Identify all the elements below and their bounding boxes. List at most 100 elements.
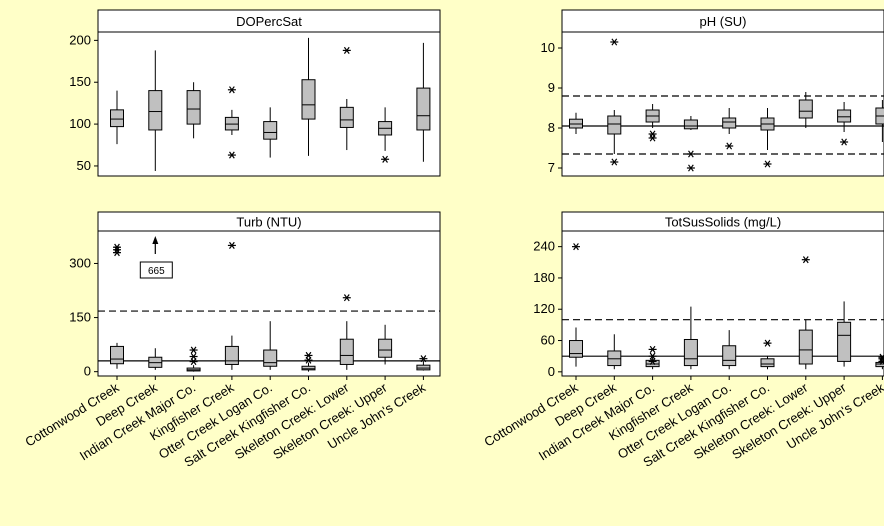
box-4 <box>224 241 239 370</box>
outlier-point <box>227 151 236 159</box>
y-tick-label: 200 <box>69 32 91 47</box>
y-tick-label: 8 <box>548 120 555 135</box>
panel-title: Turb (NTU) <box>236 215 301 230</box>
box-7 <box>339 46 354 151</box>
y-tick-label: 60 <box>541 333 555 348</box>
panel-title: pH (SU) <box>700 14 747 29</box>
box-iqr <box>263 349 278 367</box>
outlier-point <box>572 243 580 251</box>
outlier-point <box>610 158 619 166</box>
box-iqr <box>607 350 622 367</box>
box-7 <box>339 294 354 370</box>
outlier-point <box>419 355 428 363</box>
outlier-stroke <box>114 249 120 257</box>
outlier-point <box>342 46 351 54</box>
y-tick-label: 0 <box>84 364 91 379</box>
box-7 <box>798 92 813 128</box>
outlier-point <box>304 356 313 364</box>
box-8 <box>378 107 393 163</box>
box-8 <box>378 324 393 365</box>
box-2 <box>148 50 163 171</box>
y-tick-label: 50 <box>77 158 91 173</box>
box-4 <box>683 306 698 370</box>
y-tick-label: 150 <box>69 74 91 89</box>
box-iqr <box>416 87 431 131</box>
outlier-point <box>763 160 772 168</box>
outlier-stroke <box>611 38 618 46</box>
chart-panel: TotSusSolids (mg/L)060120180240Cottonwoo… <box>481 211 884 470</box>
outlier-point <box>725 142 734 150</box>
box-6 <box>301 37 316 156</box>
outlier-stroke <box>688 150 694 158</box>
chart-panel: DOPercSat 50 100 150 200 <box>69 9 441 177</box>
box-iqr <box>760 358 775 368</box>
outlier-stroke <box>611 158 618 166</box>
box-iqr <box>301 365 316 371</box>
outlier-stroke <box>343 46 350 54</box>
y-tick-label: 180 <box>533 270 555 285</box>
y-tick-label: 9 <box>548 80 555 95</box>
box-9 <box>875 100 884 142</box>
box-3 <box>645 345 660 370</box>
y-tick-label: 7 <box>548 160 555 175</box>
outlier-stroke <box>343 294 350 302</box>
box-3 <box>186 82 201 139</box>
outlier-stroke <box>688 164 694 172</box>
outlier-stroke <box>114 246 120 254</box>
box-5 <box>722 330 737 370</box>
box-2 <box>148 348 163 370</box>
annotation-box <box>139 261 173 279</box>
box-iqr <box>186 90 201 125</box>
outlier-point <box>648 134 657 142</box>
box-iqr <box>683 119 698 130</box>
y-tick-label: 10 <box>541 40 555 55</box>
box-iqr <box>378 338 393 358</box>
box-1 <box>569 243 583 367</box>
outlier-stroke <box>573 243 579 251</box>
plot-area <box>561 9 884 177</box>
chart-panel: pH (SU) 7 8 9 10 <box>541 9 884 177</box>
outlier-stroke <box>382 155 388 163</box>
outlier-stroke <box>420 355 427 363</box>
box-5 <box>722 108 737 150</box>
box-1 <box>569 112 583 134</box>
outlier-point <box>648 345 657 353</box>
box-9 <box>416 355 431 371</box>
panel-title: DOPercSat <box>236 14 302 29</box>
box-iqr <box>722 345 737 367</box>
outlier-point <box>189 346 198 354</box>
y-tick-label: 150 <box>69 310 91 325</box>
box-iqr <box>683 338 698 367</box>
y-tick-label: 240 <box>533 239 555 254</box>
outlier-stroke <box>802 256 809 264</box>
outlier-point <box>381 155 390 163</box>
box-iqr <box>837 321 852 362</box>
box-iqr <box>224 345 239 365</box>
outlier-point <box>610 38 619 46</box>
box-iqr <box>569 340 583 358</box>
box-iqr <box>148 90 163 131</box>
annotation-label: 665 <box>148 266 165 277</box>
box-3 <box>645 104 660 142</box>
box-8 <box>837 102 852 146</box>
outlier-stroke <box>841 138 847 146</box>
box-3 <box>186 346 201 372</box>
outlier-stroke <box>229 151 235 159</box>
outlier-point <box>113 249 121 257</box>
box-4 <box>683 116 698 172</box>
annotation-arrow-head <box>152 236 159 244</box>
y-tick-label: 120 <box>533 301 555 316</box>
outlier-stroke <box>305 356 312 364</box>
outlier-point <box>227 86 236 94</box>
outlier-stroke <box>764 160 771 168</box>
y-tick-label: 100 <box>69 116 91 131</box>
outlier-point <box>648 357 657 365</box>
outlier-stroke <box>726 142 733 150</box>
box-iqr <box>607 115 622 135</box>
box-iqr <box>339 106 354 128</box>
box-1 <box>110 90 124 145</box>
box-iqr <box>645 359 660 368</box>
outlier-stroke <box>190 358 197 366</box>
box-5 <box>263 321 278 370</box>
